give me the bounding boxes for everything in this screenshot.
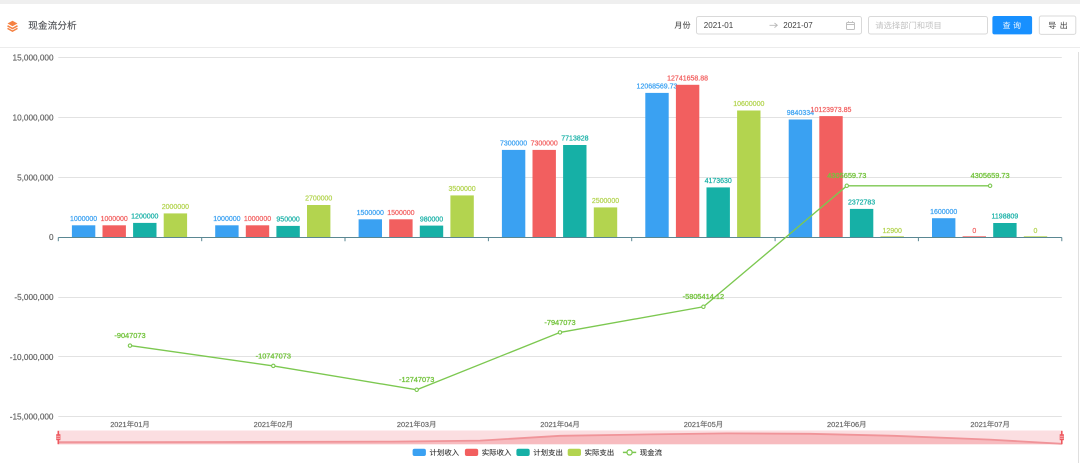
svg-text:1198809: 1198809 (992, 214, 1019, 221)
svg-text:05: 05 (708, 420, 716, 429)
svg-text:1600000: 1600000 (930, 209, 957, 216)
svg-text:1500000: 1500000 (387, 210, 414, 217)
svg-text:2021-07: 2021-07 (783, 21, 813, 30)
svg-text:2500000: 2500000 (592, 198, 619, 205)
svg-text:0: 0 (972, 228, 976, 235)
svg-text:0: 0 (1034, 228, 1038, 235)
svg-text:01: 01 (134, 420, 142, 429)
svg-text:2000000: 2000000 (162, 204, 189, 211)
svg-text:07: 07 (994, 420, 1002, 429)
svg-text:1000000: 1000000 (244, 216, 271, 223)
svg-text:-5,000,000: -5,000,000 (14, 293, 54, 302)
svg-text:7300000: 7300000 (500, 141, 527, 148)
svg-text:3500000: 3500000 (448, 186, 475, 193)
svg-text:950000: 950000 (276, 217, 299, 224)
svg-text:4305659.73: 4305659.73 (971, 171, 1010, 180)
svg-text:-12747073: -12747073 (399, 375, 434, 384)
svg-text:-10,000,000: -10,000,000 (10, 353, 54, 362)
svg-text:9840334: 9840334 (787, 110, 814, 117)
svg-text:7713828: 7713828 (561, 136, 588, 143)
svg-text:-10747073: -10747073 (256, 351, 291, 360)
svg-text:980000: 980000 (420, 216, 443, 223)
svg-text:2021: 2021 (540, 420, 556, 429)
svg-text:10,000,000: 10,000,000 (13, 114, 54, 123)
svg-text:06: 06 (851, 420, 859, 429)
svg-text:12741658.88: 12741658.88 (667, 76, 708, 83)
svg-text:-5805414.12: -5805414.12 (683, 292, 725, 301)
svg-text:4305659.73: 4305659.73 (827, 171, 866, 180)
svg-text:1000000: 1000000 (101, 216, 128, 223)
svg-text:2021: 2021 (684, 420, 700, 429)
svg-text:03: 03 (421, 420, 429, 429)
svg-text:2021: 2021 (254, 420, 270, 429)
svg-text:2021: 2021 (970, 420, 986, 429)
svg-text:12068569.73: 12068569.73 (637, 84, 678, 91)
svg-text:1200000: 1200000 (131, 214, 158, 221)
svg-text:12900: 12900 (882, 228, 902, 235)
svg-text:10123973.85: 10123973.85 (811, 107, 852, 114)
svg-text:2021: 2021 (827, 420, 843, 429)
svg-text:1000000: 1000000 (213, 216, 240, 223)
svg-text:0: 0 (49, 233, 54, 242)
svg-text:04: 04 (564, 420, 572, 429)
svg-text:4173630: 4173630 (705, 178, 732, 185)
svg-text:7300000: 7300000 (531, 141, 558, 148)
svg-text:-15,000,000: -15,000,000 (10, 413, 54, 422)
svg-text:10600000: 10600000 (733, 101, 764, 108)
svg-text:02: 02 (278, 420, 286, 429)
svg-text:2372783: 2372783 (848, 200, 875, 207)
svg-text:-7947073: -7947073 (544, 318, 575, 327)
svg-text:1000000: 1000000 (70, 216, 97, 223)
svg-text:2021: 2021 (397, 420, 413, 429)
svg-text:-9047073: -9047073 (114, 331, 145, 340)
svg-text:2021-01: 2021-01 (704, 21, 734, 30)
svg-text:2021: 2021 (110, 420, 126, 429)
svg-text:5,000,000: 5,000,000 (17, 173, 54, 182)
svg-text:2700000: 2700000 (305, 196, 332, 203)
svg-text:15,000,000: 15,000,000 (13, 54, 54, 63)
svg-text:1500000: 1500000 (357, 210, 384, 217)
